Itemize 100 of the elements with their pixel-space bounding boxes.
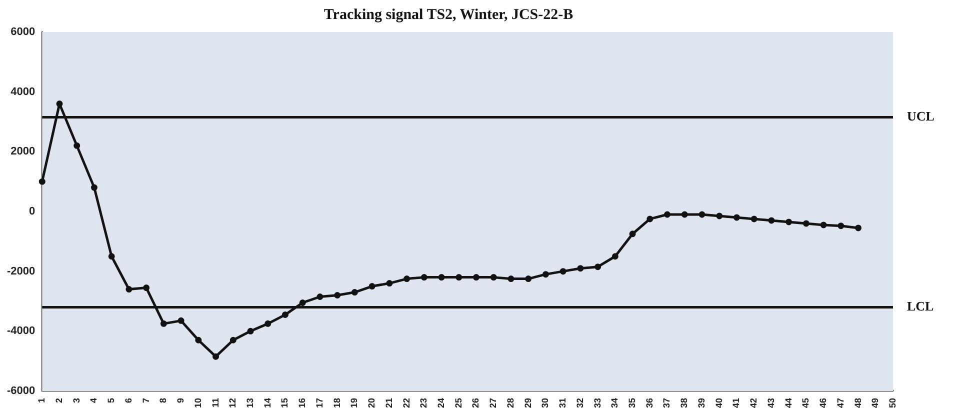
x-tick-label: 23 [418,398,429,408]
point [160,320,167,327]
point [38,178,46,185]
point [264,320,272,327]
x-tick-label: 32 [574,398,585,408]
x-tick-label: 37 [662,398,672,408]
point [855,224,862,232]
x-tick-label: 39 [696,398,706,408]
point [646,216,654,222]
x-tick-label: 22 [401,398,412,408]
x-tick-label: 40 [714,398,724,408]
chart-title: Tracking signal TS2, Winter, JCS-22-B [324,6,574,23]
y-tick-label: 4000 [10,86,36,98]
x-tick-label: 21 [384,398,394,408]
point [368,283,376,290]
x-tick-label: 5 [106,398,116,404]
point [768,217,775,224]
x-tick-label: 24 [436,398,446,408]
point [490,274,497,281]
x-tick-label: 10 [192,398,203,408]
x-tick-label: 35 [627,398,638,408]
ref-line-label: UCL [907,108,935,124]
x-tick-label: 43 [766,398,776,408]
point [733,214,740,221]
point [351,289,358,296]
point [838,222,844,230]
x-tick-label: 19 [349,398,360,408]
x-tick-label: 33 [592,398,602,408]
x-tick-label: 45 [800,398,811,408]
point [577,265,584,272]
x-tick-label: 2 [54,398,64,404]
x-tick-label: 38 [679,398,690,408]
point [230,336,236,344]
y-tick-label: -6000 [6,385,36,398]
x-tick-label: 15 [280,398,290,408]
x-tick-label: 26 [470,398,481,408]
point [612,253,618,260]
point [438,274,445,281]
y-tick-label: 0 [29,206,36,218]
y-tick-label: 2000 [10,146,36,158]
x-tick-label: 13 [244,398,255,408]
point [334,292,341,299]
x-tick-label: 47 [835,398,846,408]
point [316,294,324,300]
point [698,211,706,218]
point [56,100,63,108]
x-tick-label: 3 [71,398,82,404]
x-tick-label: 16 [297,398,308,408]
point [750,216,758,222]
x-tick-label: 42 [748,398,759,408]
point [90,184,98,191]
point [420,274,428,281]
point [802,220,810,227]
point [508,276,514,282]
x-tick-label: 12 [228,398,238,408]
x-tick-label: 48 [852,398,863,408]
point [681,211,688,218]
point [299,299,306,306]
point [108,253,115,260]
x-tick-label: 30 [540,398,550,408]
point [560,268,566,275]
x-tick-label: 7 [140,398,151,404]
x-tick-label: 28 [505,398,516,408]
y-tick-label: -2000 [6,265,36,278]
point [594,264,602,270]
x-tick-label: 1 [36,398,47,404]
x-tick-label: 14 [262,398,272,408]
x-tick-label: 29 [522,398,533,408]
point [716,212,723,220]
x-tick-label: 50 [887,398,898,408]
x-tick-label: 49 [870,398,880,408]
x-tick-label: 9 [176,398,186,404]
x-tick-label: 20 [366,398,377,408]
x-tick-label: 41 [731,398,742,408]
point [195,336,202,344]
point [386,280,393,287]
point [212,353,220,360]
x-tick-label: 46 [818,398,828,408]
point [786,218,792,226]
point [473,274,480,281]
x-tick-label: 4 [88,398,99,404]
point [143,284,150,292]
point [126,286,132,293]
point [456,274,462,281]
x-tick-label: 18 [332,398,342,408]
point [282,311,288,318]
y-tick-label: -4000 [6,325,36,338]
point [629,230,636,238]
x-tick-label: 27 [488,398,498,408]
x-tick-label: 6 [123,398,134,404]
point [404,276,410,282]
x-tick-label: 34 [610,398,620,408]
point [178,317,184,324]
y-tick-label: 6000 [10,26,36,38]
point [664,211,671,218]
x-tick-label: 36 [644,398,654,408]
x-tick-label: 31 [558,398,568,408]
point [525,276,532,282]
x-tick-label: 11 [210,398,220,408]
point [542,271,549,278]
